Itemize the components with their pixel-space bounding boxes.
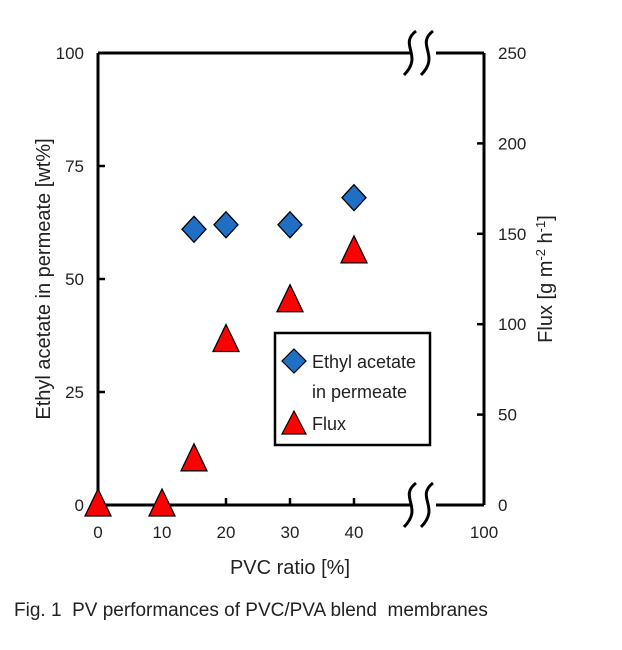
y-left-tick-label: 25 (65, 383, 84, 402)
y-right-tick-label: 150 (498, 225, 526, 244)
x-axis-ticks: 0 10 20 30 40 100 (93, 498, 498, 542)
y-right-tick-label: 250 (498, 44, 526, 63)
axis-break-mark (419, 29, 435, 77)
y-left-tick-label: 50 (65, 270, 84, 289)
flux-point (339, 234, 369, 264)
y-left-axis-title: Ethyl acetate in permeate [wt%] (33, 138, 55, 419)
x-tick-label: 10 (153, 523, 172, 542)
x-tick-label: 30 (281, 523, 300, 542)
y-right-tick-label: 0 (498, 496, 507, 515)
flux-point (275, 283, 305, 313)
figure-caption: Fig. 1 PV performances of PVC/PVA blend … (14, 600, 488, 621)
flux-point (179, 442, 209, 472)
ethyl-acetate-point (341, 183, 367, 212)
flux-point (83, 487, 113, 517)
legend-diamond-icon (281, 348, 307, 374)
y-right-axis-title: Flux [g m-2 h-1] (533, 215, 558, 343)
flux-point (147, 487, 177, 517)
x-tick-label: 100 (470, 523, 498, 542)
y-right-tick-label: 100 (498, 315, 526, 334)
y-right-axis-ticks: 0 50 100 150 200 250 (477, 44, 526, 515)
axis-break-mark (419, 481, 435, 529)
x-axis-title: PVC ratio [%] (230, 557, 350, 579)
ethyl-acetate-point (213, 210, 239, 239)
legend: Ethyl acetate in permeate Flux (273, 331, 432, 447)
plot-frame (96, 29, 486, 529)
y-left-tick-label: 75 (65, 157, 84, 176)
legend-label-ethyl-acetate-line1: Ethyl acetate (312, 352, 416, 372)
y-left-axis-ticks: 0 25 50 75 100 (56, 44, 105, 515)
legend-triangle-icon (281, 409, 307, 435)
axis-break-mark (402, 29, 418, 77)
legend-label-ethyl-acetate-line2: in permeate (312, 382, 407, 402)
y-left-tick-label: 100 (56, 44, 84, 63)
ethyl-acetate-point (277, 210, 303, 239)
flux-point (211, 322, 241, 353)
y-right-tick-label: 50 (498, 406, 517, 425)
ethyl-acetate-point (181, 215, 207, 244)
data-markers (83, 183, 369, 517)
y-right-tick-label: 200 (498, 134, 526, 153)
y-left-tick-label: 0 (75, 496, 84, 515)
legend-label-flux: Flux (312, 414, 346, 434)
axis-break-mark (402, 481, 418, 529)
x-tick-label: 40 (345, 523, 364, 542)
x-tick-label: 0 (93, 523, 102, 542)
x-tick-label: 20 (217, 523, 236, 542)
